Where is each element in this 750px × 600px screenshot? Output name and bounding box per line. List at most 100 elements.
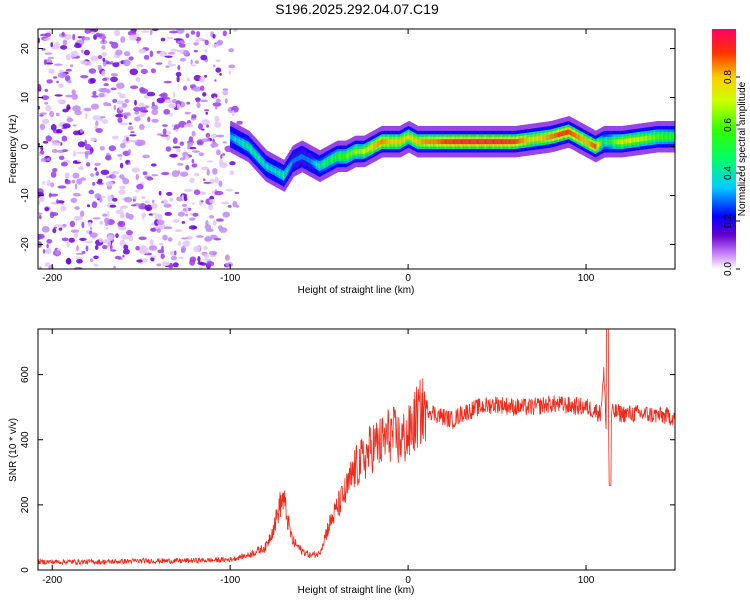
noise-speck [191,159,195,164]
noise-speck [215,106,218,110]
noise-speck [126,137,129,142]
noise-speck [127,126,134,131]
noise-speck [150,257,155,262]
noise-speck [84,143,92,151]
noise-speck [106,176,109,179]
noise-speck [98,92,105,98]
noise-speck [74,110,82,116]
noise-speck [140,68,148,74]
noise-speck [64,172,70,179]
noise-speck [202,92,207,97]
noise-speck [174,250,177,256]
noise-speck [119,162,124,169]
noise-speck [222,30,227,37]
noise-speck [103,83,109,87]
noise-speck [102,245,108,250]
noise-speck [41,226,50,233]
noise-speck [101,45,106,50]
noise-speck [170,48,179,52]
noise-speck [135,173,139,181]
noise-speck [44,32,52,38]
noise-speck [204,39,209,46]
noise-speck [185,213,189,217]
noise-speck [125,212,130,219]
noise-speck [92,115,102,121]
noise-speck [72,192,81,197]
noise-speck [164,55,173,58]
noise-speck [178,163,184,166]
noise-speck [222,211,230,218]
noise-speck [38,153,42,157]
noise-speck [118,189,126,195]
noise-speck [106,240,111,247]
noise-speck [192,212,199,217]
noise-speck [206,160,214,163]
noise-speck [162,128,167,136]
noise-speck [106,211,110,218]
noise-speck [107,195,113,202]
noise-speck [222,141,228,144]
noise-speck [105,226,109,230]
noise-speck [120,206,124,210]
noise-speck [95,32,101,38]
noise-speck [235,204,240,208]
noise-speck [139,124,145,130]
noise-speck [156,227,161,233]
noise-speck [150,68,156,74]
noise-speck [206,169,210,176]
noise-speck [212,34,216,39]
noise-speck [102,57,106,62]
noise-speck [105,155,112,161]
noise-speck [164,211,172,216]
noise-speck [97,64,102,71]
noise-speck [52,228,57,234]
noise-speck [192,150,200,153]
noise-speck [97,182,104,185]
noise-speck [58,227,63,231]
noise-speck [195,39,200,43]
noise-speck [158,242,164,246]
noise-speck [126,230,133,236]
noise-speck [112,62,120,68]
noise-speck [156,219,165,225]
noise-speck [200,200,204,203]
noise-speck [212,43,219,48]
y-tick-label: 400 [20,431,31,448]
colorbar-tick-label: 0.4 [723,166,734,180]
noise-speck [215,98,221,104]
noise-speck [58,155,65,160]
noise-speck [236,120,243,125]
noise-speck [56,248,61,251]
noise-speck [163,108,171,115]
noise-speck [200,85,205,91]
noise-speck [186,101,191,105]
noise-speck [71,179,76,184]
noise-speck [50,124,57,131]
colorbar-ticks: 0.0 0.2 0.4 0.6 0.8 [723,70,740,276]
noise-speck [184,111,191,115]
noise-speck [187,141,193,147]
noise-speck [117,100,124,105]
noise-speck [150,255,157,258]
noise-speck [69,220,76,228]
noise-speck [155,62,163,65]
noise-speck [192,226,197,229]
noise-speck [159,51,168,57]
noise-speck [76,259,83,264]
noise-speck [90,55,99,62]
noise-speck [79,210,85,217]
noise-speck [86,204,91,208]
noise-speck [228,48,234,53]
noise-speck [158,94,166,97]
noise-speck [183,85,187,91]
noise-speck [213,237,222,241]
noise-speck [211,190,215,195]
noise-speck [55,142,62,146]
noise-speck [110,60,114,64]
noise-speck [38,234,42,241]
noise-speck [183,49,190,56]
noise-speck [134,99,137,106]
noise-speck [78,166,84,171]
noise-speck [46,243,49,249]
noise-speck [45,104,52,112]
